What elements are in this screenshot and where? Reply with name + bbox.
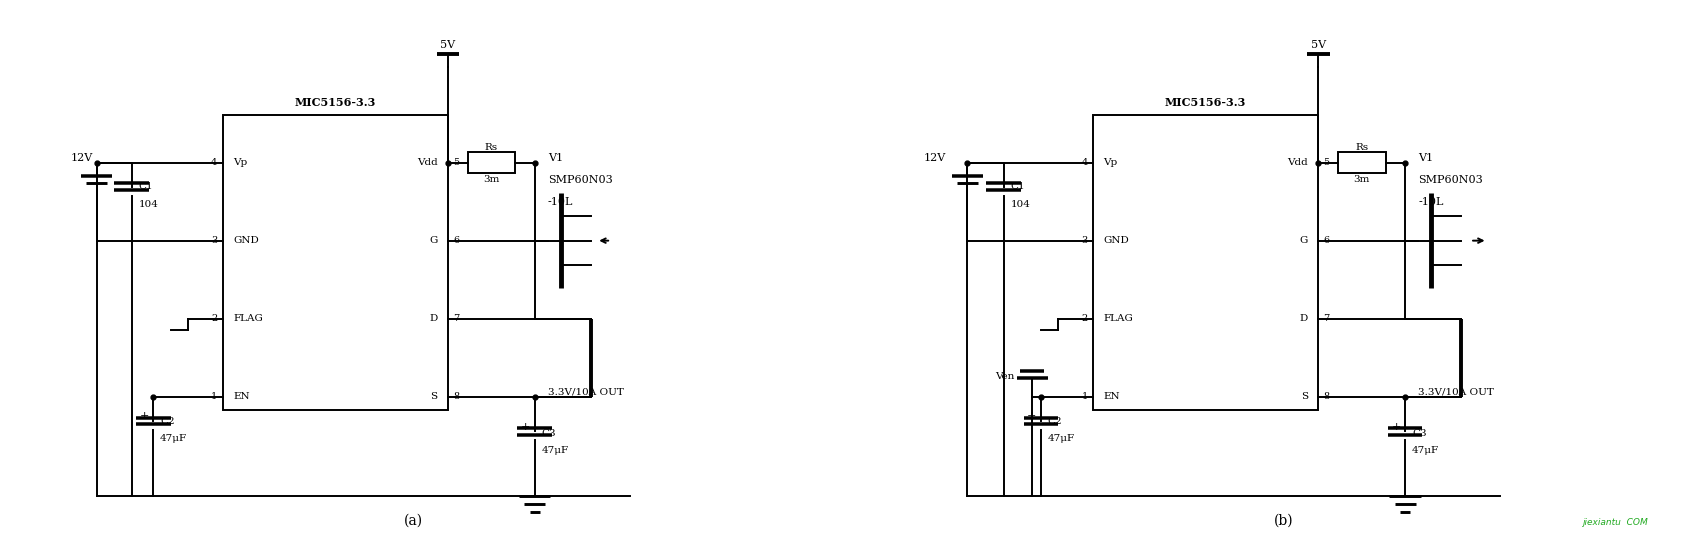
Text: V1: V1 (1417, 153, 1432, 163)
Text: EN: EN (234, 392, 249, 401)
Text: V1: V1 (547, 153, 563, 163)
Text: GND: GND (1103, 236, 1129, 245)
Text: (b): (b) (1274, 514, 1292, 528)
Text: 3.3V/10A OUT: 3.3V/10A OUT (1417, 388, 1494, 397)
Text: 5V: 5V (1309, 40, 1325, 50)
Text: G: G (1299, 236, 1308, 245)
Text: 4: 4 (1081, 158, 1088, 167)
Text: Rs: Rs (484, 143, 498, 152)
Text: 104: 104 (138, 199, 159, 209)
Bar (222, 115, 448, 410)
Text: +: + (1026, 411, 1037, 421)
Text: FLAG: FLAG (234, 314, 263, 323)
Text: -10L: -10L (547, 197, 573, 207)
Text: 3: 3 (211, 236, 217, 245)
Text: Rs: Rs (1354, 143, 1367, 152)
Text: Ven: Ven (994, 372, 1013, 381)
Text: C1: C1 (138, 182, 153, 191)
Text: -10L: -10L (1417, 197, 1442, 207)
Text: 7: 7 (454, 314, 459, 323)
Text: 8: 8 (454, 392, 459, 401)
Text: 47μF: 47μF (542, 446, 568, 455)
Text: D: D (1299, 314, 1308, 323)
Text: C3: C3 (542, 429, 556, 438)
Text: S: S (430, 392, 438, 401)
Text: 2: 2 (211, 314, 217, 323)
Text: +: + (520, 422, 530, 432)
Text: Vdd: Vdd (416, 158, 438, 167)
Bar (1093, 115, 1318, 410)
Text: FLAG: FLAG (1103, 314, 1132, 323)
Text: 12V: 12V (72, 153, 94, 163)
Text: Vp: Vp (234, 158, 247, 167)
Text: 47μF: 47μF (1412, 446, 1439, 455)
Text: C2: C2 (1047, 416, 1062, 425)
Text: +: + (1391, 422, 1400, 432)
Text: SMP60N03: SMP60N03 (547, 175, 612, 185)
Text: 47μF: 47μF (1047, 434, 1074, 443)
Text: C3: C3 (1412, 429, 1425, 438)
Text: 3: 3 (1081, 236, 1088, 245)
Text: Vp: Vp (1103, 158, 1117, 167)
Text: Vdd: Vdd (1287, 158, 1308, 167)
Text: 1: 1 (211, 392, 217, 401)
Text: S: S (1301, 392, 1308, 401)
Text: 3m: 3m (1352, 175, 1369, 184)
Text: jiexiantu  COM: jiexiantu COM (1581, 518, 1647, 527)
Text: 1: 1 (1081, 392, 1088, 401)
Text: 5: 5 (454, 158, 459, 167)
Text: GND: GND (234, 236, 259, 245)
Text: C1: C1 (1009, 182, 1025, 191)
Text: 47μF: 47μF (160, 434, 188, 443)
Text: C2: C2 (160, 416, 174, 425)
Text: SMP60N03: SMP60N03 (1417, 175, 1482, 185)
Text: 3.3V/10A OUT: 3.3V/10A OUT (547, 388, 624, 397)
Text: 3m: 3m (483, 175, 500, 184)
Text: 6: 6 (454, 236, 459, 245)
Bar (467, 152, 515, 173)
Text: 4: 4 (211, 158, 217, 167)
Bar (1337, 152, 1384, 173)
Text: G: G (430, 236, 438, 245)
Text: D: D (430, 314, 438, 323)
Text: 7: 7 (1323, 314, 1330, 323)
Text: 5V: 5V (440, 40, 455, 50)
Text: +: + (140, 411, 148, 421)
Text: MIC5156-3.3: MIC5156-3.3 (295, 97, 375, 108)
Text: MIC5156-3.3: MIC5156-3.3 (1165, 97, 1246, 108)
Text: (a): (a) (404, 514, 423, 528)
Text: 104: 104 (1009, 199, 1030, 209)
Text: 12V: 12V (924, 153, 946, 163)
Text: 5: 5 (1323, 158, 1328, 167)
Text: EN: EN (1103, 392, 1118, 401)
Text: 2: 2 (1081, 314, 1088, 323)
Text: 8: 8 (1323, 392, 1328, 401)
Text: 6: 6 (1323, 236, 1328, 245)
